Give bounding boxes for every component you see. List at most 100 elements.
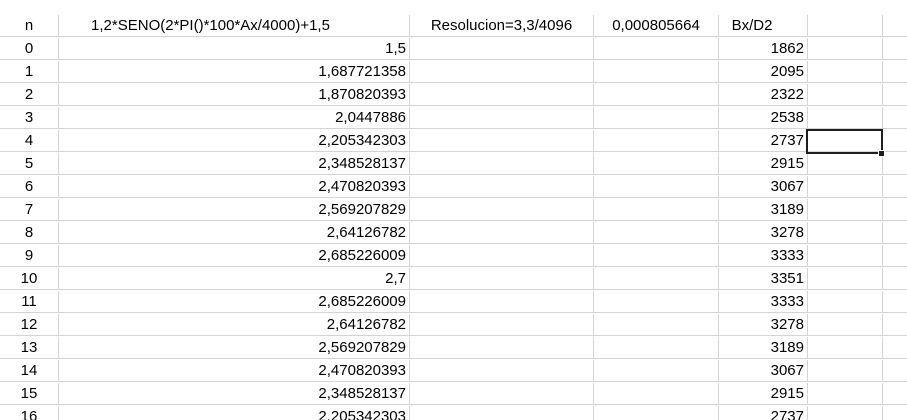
empty-cell[interactable]: [410, 199, 594, 221]
empty-cell[interactable]: [594, 84, 719, 106]
empty-cell[interactable]: [594, 314, 719, 336]
value-cell[interactable]: 2,205342303: [59, 130, 410, 152]
n-cell[interactable]: 11: [0, 291, 59, 313]
value-cell[interactable]: 2,685226009: [59, 291, 410, 313]
value-cell[interactable]: 2,348528137: [59, 153, 410, 175]
empty-cell[interactable]: [594, 337, 719, 359]
bx-cell[interactable]: 3067: [719, 176, 808, 198]
empty-cell[interactable]: [883, 38, 907, 60]
bx-cell[interactable]: 2322: [719, 84, 808, 106]
header-resolution-value-cell[interactable]: 0,000805664: [594, 15, 719, 37]
empty-cell[interactable]: [410, 222, 594, 244]
empty-cell[interactable]: [594, 245, 719, 267]
empty-cell[interactable]: [808, 176, 883, 198]
empty-cell[interactable]: [410, 38, 594, 60]
empty-cell[interactable]: [410, 153, 594, 175]
empty-cell[interactable]: [594, 130, 719, 152]
value-cell[interactable]: 2,7: [59, 268, 410, 290]
bx-cell[interactable]: 2915: [719, 383, 808, 405]
empty-cell[interactable]: [808, 406, 883, 420]
value-cell[interactable]: 2,348528137: [59, 383, 410, 405]
empty-cell[interactable]: [808, 84, 883, 106]
empty-cell[interactable]: [808, 153, 883, 175]
empty-cell[interactable]: [808, 15, 883, 37]
value-cell[interactable]: 2,64126782: [59, 222, 410, 244]
empty-cell[interactable]: [808, 291, 883, 313]
bx-cell[interactable]: 3278: [719, 314, 808, 336]
empty-cell[interactable]: [883, 383, 907, 405]
empty-cell[interactable]: [410, 61, 594, 83]
n-cell[interactable]: 5: [0, 153, 59, 175]
empty-cell[interactable]: [594, 107, 719, 129]
empty-cell[interactable]: [808, 245, 883, 267]
empty-cell[interactable]: [808, 61, 883, 83]
fill-handle[interactable]: [878, 150, 885, 157]
empty-cell[interactable]: [883, 360, 907, 382]
empty-cell[interactable]: [594, 291, 719, 313]
empty-cell[interactable]: [410, 176, 594, 198]
n-cell[interactable]: 15: [0, 383, 59, 405]
empty-cell[interactable]: [808, 38, 883, 60]
bx-cell[interactable]: 3333: [719, 291, 808, 313]
n-cell[interactable]: 0: [0, 38, 59, 60]
bx-cell[interactable]: 2915: [719, 153, 808, 175]
n-cell[interactable]: 4: [0, 130, 59, 152]
bx-cell[interactable]: 3189: [719, 199, 808, 221]
empty-cell[interactable]: [410, 291, 594, 313]
bx-cell[interactable]: 3067: [719, 360, 808, 382]
empty-cell[interactable]: [594, 153, 719, 175]
empty-cell[interactable]: [808, 199, 883, 221]
header-formula-cell[interactable]: 1,2*SENO(2*PI()*100*Ax/4000)+1,5: [59, 15, 410, 37]
n-cell[interactable]: 9: [0, 245, 59, 267]
empty-cell[interactable]: [410, 84, 594, 106]
empty-cell[interactable]: [410, 107, 594, 129]
empty-cell[interactable]: [594, 360, 719, 382]
empty-cell[interactable]: [883, 107, 907, 129]
empty-cell[interactable]: [883, 406, 907, 420]
value-cell[interactable]: 1,870820393: [59, 84, 410, 106]
empty-cell[interactable]: [594, 38, 719, 60]
n-cell[interactable]: 2: [0, 84, 59, 106]
bx-cell[interactable]: 3333: [719, 245, 808, 267]
empty-cell[interactable]: [883, 245, 907, 267]
n-cell[interactable]: 14: [0, 360, 59, 382]
empty-cell[interactable]: [594, 176, 719, 198]
empty-cell[interactable]: [410, 268, 594, 290]
empty-cell[interactable]: [808, 337, 883, 359]
n-cell[interactable]: 16: [0, 406, 59, 420]
value-cell[interactable]: 2,470820393: [59, 360, 410, 382]
bx-cell[interactable]: 2095: [719, 61, 808, 83]
value-cell[interactable]: 2,685226009: [59, 245, 410, 267]
value-cell[interactable]: 2,64126782: [59, 314, 410, 336]
empty-cell[interactable]: [883, 337, 907, 359]
empty-cell[interactable]: [883, 176, 907, 198]
empty-cell[interactable]: [410, 360, 594, 382]
empty-cell[interactable]: [410, 245, 594, 267]
value-cell[interactable]: 1,5: [59, 38, 410, 60]
value-cell[interactable]: 2,569207829: [59, 337, 410, 359]
n-cell[interactable]: 7: [0, 199, 59, 221]
n-cell[interactable]: 1: [0, 61, 59, 83]
empty-cell[interactable]: [883, 130, 907, 152]
bx-cell[interactable]: 1862: [719, 38, 808, 60]
empty-cell[interactable]: [883, 84, 907, 106]
empty-cell[interactable]: [410, 383, 594, 405]
empty-cell[interactable]: [594, 199, 719, 221]
value-cell[interactable]: 2,205342303: [59, 406, 410, 420]
empty-cell[interactable]: [883, 199, 907, 221]
empty-cell[interactable]: [410, 337, 594, 359]
bx-cell[interactable]: 2737: [719, 406, 808, 420]
bx-cell[interactable]: 2737: [719, 130, 808, 152]
empty-cell[interactable]: [594, 406, 719, 420]
bx-cell[interactable]: 3189: [719, 337, 808, 359]
n-cell[interactable]: 13: [0, 337, 59, 359]
empty-cell[interactable]: [808, 130, 883, 152]
bx-cell[interactable]: 3278: [719, 222, 808, 244]
empty-cell[interactable]: [808, 360, 883, 382]
n-cell[interactable]: 3: [0, 107, 59, 129]
n-cell[interactable]: 10: [0, 268, 59, 290]
empty-cell[interactable]: [594, 268, 719, 290]
bx-cell[interactable]: 2538: [719, 107, 808, 129]
empty-cell[interactable]: [883, 268, 907, 290]
